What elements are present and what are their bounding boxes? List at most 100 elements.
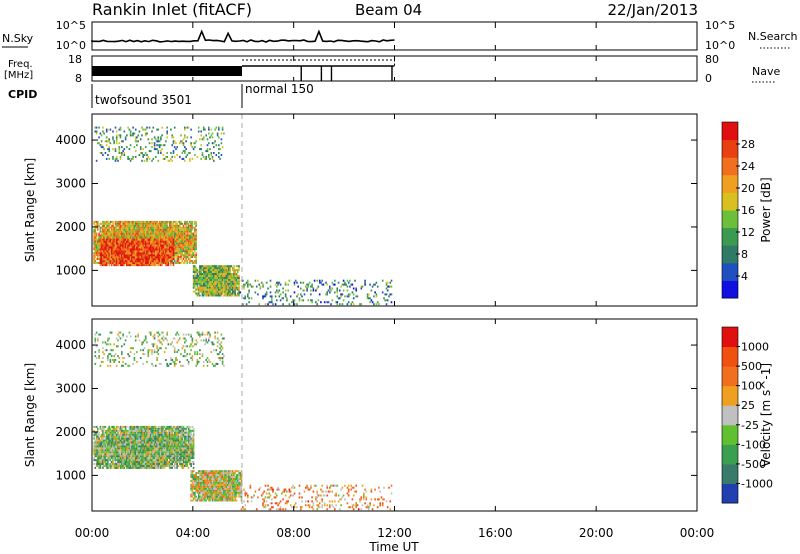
heatmap-cell — [144, 466, 147, 469]
heatmap-cell — [99, 435, 102, 438]
heatmap-cell — [139, 447, 142, 450]
heatmap-cell — [114, 433, 117, 436]
heatmap-cell — [122, 234, 124, 237]
heatmap-cell — [109, 234, 112, 237]
heatmap-cell — [166, 260, 168, 263]
heatmap-cell — [122, 258, 124, 261]
heatmap-cell — [117, 236, 119, 239]
heatmap-cell — [139, 455, 142, 458]
heatmap-cell — [160, 260, 162, 263]
heatmap-cell — [137, 443, 139, 446]
heatmap-cell — [113, 242, 115, 245]
heatmap-cell — [228, 271, 230, 273]
heatmap-cell — [378, 303, 380, 306]
heatmap-cell — [127, 429, 129, 432]
heatmap-cell — [166, 445, 168, 448]
heatmap-cell — [195, 246, 197, 249]
heatmap-cell — [370, 299, 373, 302]
heatmap-cell — [180, 244, 182, 247]
heatmap-cell — [152, 264, 155, 267]
heatmap-cell — [122, 433, 124, 436]
heatmap-cell — [132, 457, 134, 460]
heatmap-cell — [112, 244, 114, 247]
heatmap-cell — [211, 290, 214, 293]
heatmap-cell — [137, 232, 139, 235]
heatmap-cell — [172, 220, 175, 223]
heatmap-cell — [194, 222, 196, 225]
heatmap-cell — [341, 303, 344, 306]
heatmap-cell — [168, 254, 171, 257]
heatmap-cell — [163, 449, 166, 452]
heatmap-cell — [152, 437, 155, 440]
heatmap-cell — [146, 256, 148, 259]
heatmap-cell — [220, 288, 223, 291]
heatmap-cell — [153, 262, 156, 265]
heatmap-cell — [234, 280, 236, 283]
heatmap-cell — [115, 451, 118, 454]
heatmap-cell — [127, 457, 129, 460]
heatmap-cell — [123, 224, 126, 227]
heatmap-cell — [165, 234, 167, 237]
heatmap-cell — [146, 443, 148, 446]
heatmap-cell — [158, 429, 161, 432]
heatmap-cell — [157, 262, 160, 265]
heatmap-cell — [131, 232, 133, 235]
heatmap-cell — [134, 465, 137, 467]
heatmap-cell — [189, 250, 191, 253]
heatmap-cell — [213, 290, 215, 293]
heatmap-cell — [121, 252, 123, 255]
heatmap-cell — [186, 234, 189, 237]
heatmap-cell — [194, 230, 196, 233]
heatmap-cell — [103, 234, 105, 237]
heatmap-cell — [177, 242, 180, 245]
heatmap-cell — [176, 240, 178, 243]
heatmap-cell — [142, 244, 144, 247]
heatmap-cell — [200, 157, 202, 160]
heatmap-cell — [224, 271, 226, 273]
heatmap-cell — [148, 449, 151, 452]
heatmap-cell — [107, 224, 109, 227]
heatmap-cell — [245, 281, 248, 284]
heatmap-cell — [238, 269, 240, 272]
heatmap-cell — [118, 463, 121, 465]
heatmap-cell — [131, 230, 133, 233]
heatmap-cell — [181, 260, 184, 262]
heatmap-cell — [389, 281, 392, 284]
heatmap-cell — [374, 283, 376, 286]
heatmap-cell — [134, 427, 137, 430]
heatmap-cell — [224, 292, 226, 295]
heatmap-cell — [219, 290, 221, 293]
heatmap-cell — [113, 244, 115, 247]
nsearch-tick-bottom: 10^0 — [705, 39, 735, 52]
heatmap-cell — [118, 457, 121, 460]
heatmap-cell — [113, 232, 115, 235]
heatmap-cell — [170, 262, 172, 265]
heatmap-cell — [127, 222, 129, 225]
heatmap-cell — [108, 246, 110, 249]
nave-trace — [242, 59, 395, 66]
heatmap-cell — [117, 244, 119, 247]
heatmap-cell — [327, 289, 330, 292]
heatmap-cell — [225, 276, 228, 279]
heatmap-cell — [340, 285, 342, 288]
heatmap-cell — [143, 159, 146, 162]
heatmap-cell — [254, 291, 257, 294]
heatmap-cell — [194, 265, 196, 268]
heatmap-cell — [184, 146, 186, 149]
heatmap-cell — [103, 222, 105, 225]
heatmap-cell — [311, 283, 313, 286]
heatmap-cell — [166, 431, 168, 434]
heatmap-cell — [105, 466, 108, 469]
heatmap-cell — [313, 279, 316, 282]
heatmap-cell — [138, 427, 141, 430]
heatmap-cell — [219, 267, 221, 270]
heatmap-cell — [144, 425, 147, 428]
heatmap-cell — [200, 271, 202, 273]
heatmap-cell — [113, 457, 115, 460]
heatmap-cell — [139, 234, 142, 237]
heatmap-cell — [220, 292, 223, 295]
heatmap-cell — [336, 291, 339, 294]
heatmap-cell — [176, 256, 178, 258]
heatmap-cell — [155, 226, 157, 229]
heatmap-cell — [166, 236, 168, 239]
